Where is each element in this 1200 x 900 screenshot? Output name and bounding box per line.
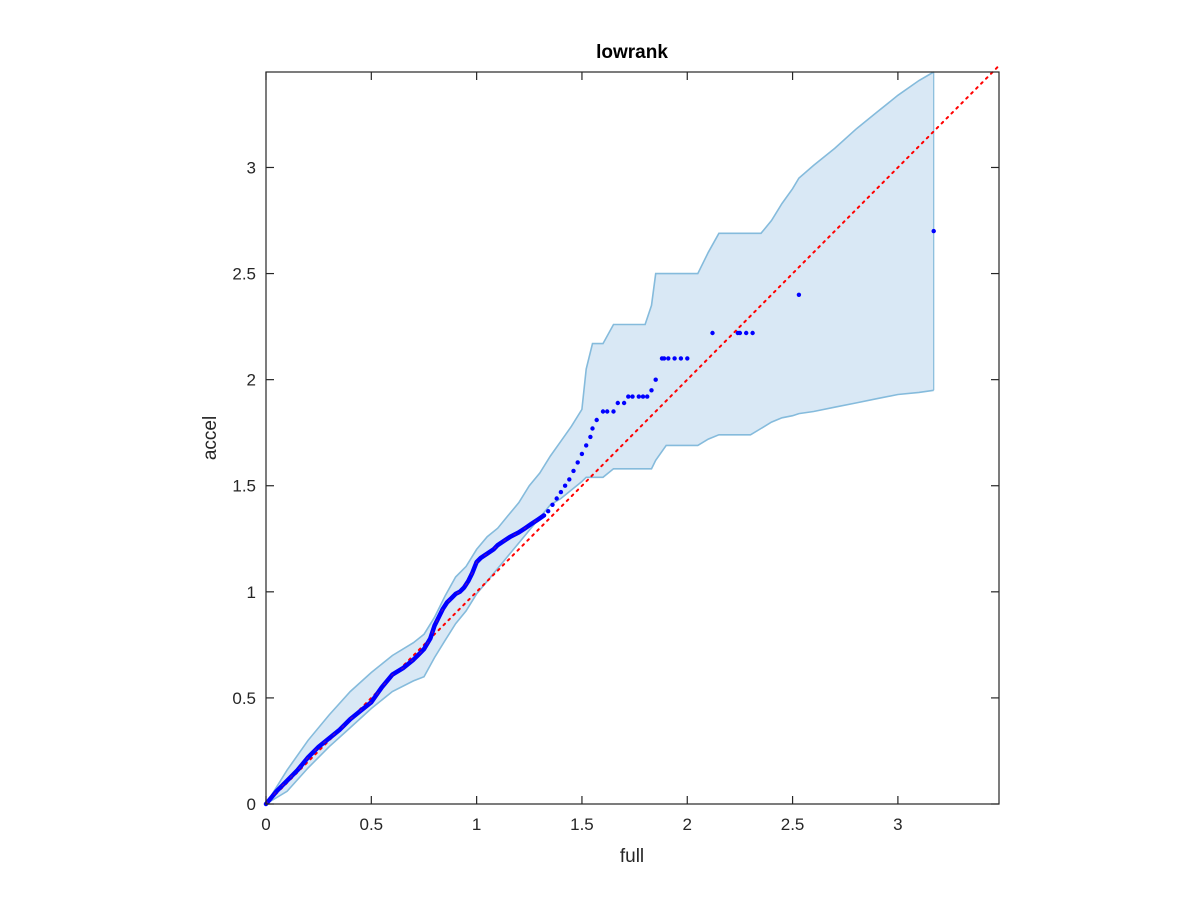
y-tick-label: 2.5 bbox=[232, 265, 256, 284]
data-point bbox=[750, 330, 755, 336]
data-point bbox=[653, 377, 658, 382]
x-tick-label: 0 bbox=[261, 815, 270, 834]
data-point bbox=[558, 489, 564, 495]
data-point bbox=[666, 356, 671, 361]
band-upper-edge bbox=[265, 71, 935, 805]
data-point bbox=[636, 394, 641, 399]
data-points bbox=[263, 228, 936, 807]
data-point bbox=[626, 394, 631, 399]
data-point bbox=[621, 400, 627, 406]
data-point bbox=[611, 409, 616, 414]
x-tick-label: 2.5 bbox=[781, 815, 805, 834]
y-tick-label: 0 bbox=[247, 795, 256, 814]
data-point bbox=[554, 496, 559, 501]
reference-line-overlay bbox=[265, 514, 545, 805]
x-tick-label: 1.5 bbox=[570, 815, 594, 834]
data-point bbox=[550, 502, 555, 507]
data-point bbox=[645, 394, 650, 399]
data-point bbox=[588, 434, 593, 440]
data-point bbox=[661, 356, 667, 361]
data-point bbox=[737, 330, 743, 336]
data-point bbox=[678, 356, 684, 361]
data-point bbox=[546, 509, 551, 514]
band-fill bbox=[266, 72, 934, 804]
y-axis-label: accel bbox=[200, 416, 221, 460]
x-tick-label: 1 bbox=[472, 815, 481, 834]
x-tick-label: 2 bbox=[683, 815, 692, 834]
data-point bbox=[931, 228, 936, 234]
data-point bbox=[562, 483, 568, 488]
x-tick-label: 0.5 bbox=[359, 815, 383, 834]
x-axis-label: full bbox=[620, 846, 644, 867]
y-tick-label: 3 bbox=[247, 158, 256, 177]
y-tick-label: 0.5 bbox=[232, 689, 256, 708]
data-point bbox=[640, 394, 646, 399]
chart-title: lowrank bbox=[596, 42, 668, 63]
data-point bbox=[584, 443, 589, 448]
reference-line bbox=[265, 64, 1000, 805]
data-point bbox=[710, 330, 715, 336]
ticks: 0 0.5 1 1.5 2 2.5 3 0 0.5 1 1.5 2 2.5 3 bbox=[232, 72, 999, 834]
data-point bbox=[630, 394, 635, 399]
band-lower-edge bbox=[265, 389, 934, 805]
reference-line-group bbox=[265, 64, 1000, 805]
data-point bbox=[672, 356, 677, 361]
data-point bbox=[649, 388, 654, 393]
data-point bbox=[571, 468, 576, 474]
data-point bbox=[796, 292, 802, 297]
y-tick-label: 1 bbox=[247, 583, 256, 602]
data-point bbox=[685, 356, 690, 361]
data-point bbox=[594, 417, 599, 423]
y-tick-label: 2 bbox=[247, 371, 256, 390]
data-point bbox=[567, 477, 572, 482]
data-point bbox=[579, 451, 585, 457]
axes-box bbox=[265, 71, 1000, 805]
x-tick-label: 3 bbox=[893, 815, 902, 834]
data-point bbox=[615, 400, 620, 406]
data-point bbox=[605, 409, 610, 414]
axes bbox=[265, 71, 1000, 805]
y-tick-label: 1.5 bbox=[232, 477, 256, 496]
data-point bbox=[744, 330, 749, 336]
data-point bbox=[590, 426, 595, 431]
data-point bbox=[575, 460, 580, 465]
data-point bbox=[600, 409, 606, 414]
confidence-band bbox=[265, 71, 935, 805]
